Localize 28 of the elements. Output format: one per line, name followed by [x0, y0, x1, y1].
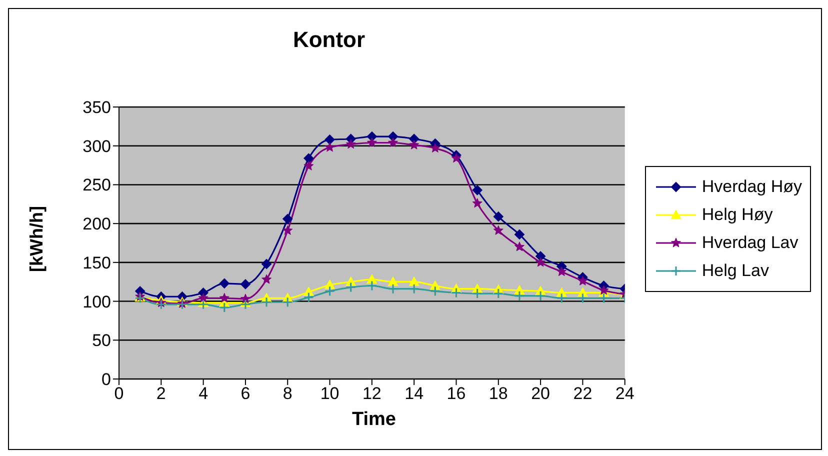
legend-label: Hverdag Lav: [702, 233, 798, 253]
legend-label: Hverdag Høy: [702, 177, 802, 197]
x-tick-label: 6: [240, 384, 250, 404]
x-tick-label: 14: [404, 384, 424, 404]
x-tick-label: 10: [320, 384, 340, 404]
y-tick-label: 350: [82, 98, 111, 118]
y-tick-label: 300: [82, 136, 111, 156]
x-tick-label: 8: [282, 384, 292, 404]
y-tick-label: 250: [82, 176, 111, 195]
y-tick-label: 50: [92, 331, 111, 350]
x-tick-label: 18: [488, 384, 508, 404]
legend-label: Helg Lav: [702, 261, 769, 281]
y-tick-label: 200: [82, 214, 111, 234]
y-tick-label: 100: [82, 292, 111, 312]
x-tick-label: 24: [615, 384, 634, 404]
chart-title: Kontor: [292, 27, 366, 53]
x-tick-label: 0: [114, 384, 124, 404]
legend-label: Helg Høy: [702, 205, 773, 225]
x-axis-title: Time: [350, 409, 397, 431]
y-tick-label: 0: [102, 370, 111, 390]
x-tick-label: 22: [573, 384, 592, 404]
x-tick-label: 4: [198, 384, 208, 404]
y-axis-title: [kWh/h]: [26, 206, 48, 272]
x-tick-label: 2: [156, 384, 166, 404]
y-tick-label: 150: [82, 253, 111, 272]
x-tick-label: 12: [362, 384, 382, 404]
x-tick-label: 20: [531, 384, 550, 404]
x-tick-label: 16: [446, 384, 466, 404]
